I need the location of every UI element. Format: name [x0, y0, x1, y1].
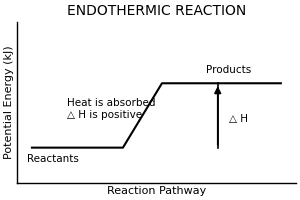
- Text: Products: Products: [206, 65, 251, 75]
- Y-axis label: Potential Energy (kJ): Potential Energy (kJ): [4, 46, 14, 159]
- X-axis label: Reaction Pathway: Reaction Pathway: [107, 186, 206, 196]
- Text: Heat is absorbed: Heat is absorbed: [67, 98, 156, 108]
- Text: Reactants: Reactants: [27, 154, 79, 164]
- Text: △ H: △ H: [229, 114, 248, 124]
- Text: △ H is positive: △ H is positive: [67, 110, 142, 120]
- Title: ENDOTHERMIC REACTION: ENDOTHERMIC REACTION: [67, 4, 246, 18]
